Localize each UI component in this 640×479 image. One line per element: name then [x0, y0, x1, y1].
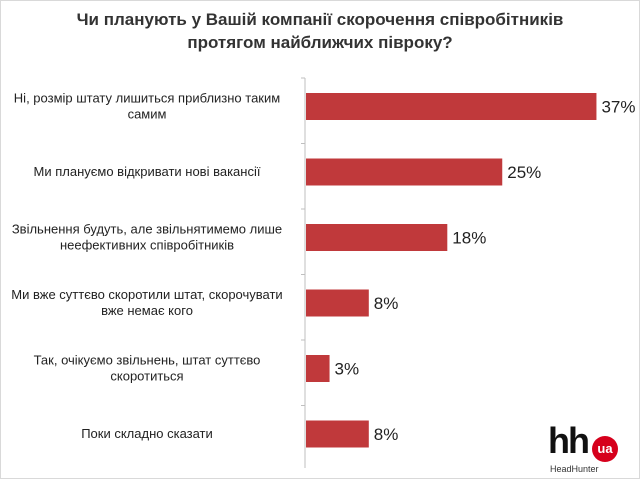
bar-3 [306, 289, 369, 317]
category-label-0: Ні, розмір штату лишиться приблизно таки… [14, 91, 280, 122]
category-label-line: самим [128, 107, 167, 122]
value-label-4: 3% [335, 360, 360, 379]
chart-title-line-2: протягом найближчих півроку? [187, 33, 453, 52]
category-label-2: Звільнення будуть, але звільнятимемо лиш… [12, 222, 282, 253]
category-label-4: Так, очікуємо звільнень, штат суттєво ско… [34, 353, 261, 384]
logo-subtitle: HeadHunter [550, 464, 599, 474]
category-label-5: Поки складно сказати [81, 426, 213, 441]
bar-5 [306, 420, 369, 448]
category-label-line: Так, очікуємо звільнень, штат суттєво [34, 353, 261, 368]
logo-hh-text: hh [548, 420, 590, 461]
category-label-line: вже немає кого [101, 303, 193, 318]
category-label-line: Ми вже суттєво скоротили штат, скорочува… [11, 287, 282, 302]
value-label-5: 8% [374, 425, 399, 444]
value-label-3: 8% [374, 294, 399, 313]
bar-1 [306, 158, 503, 186]
category-label-line: Ми плануємо відкривати нові вакансії [34, 164, 261, 179]
logo-ua-badge: ua [592, 436, 618, 462]
category-label-line: скоротиться [110, 369, 183, 384]
category-label-line: Ні, розмір штату лишиться приблизно таки… [14, 91, 280, 106]
headhunter-logo: hh ua HeadHunter [548, 420, 620, 476]
category-label-3: Ми вже суттєво скоротили штат, скорочува… [11, 287, 282, 318]
chart-title: Чи планують у Вашій компанії скорочення … [20, 8, 620, 54]
category-label-line: Поки складно сказати [81, 426, 213, 441]
category-label-1: Ми плануємо відкривати нові вакансії [34, 164, 261, 179]
chart-title-line-1: Чи планують у Вашій компанії скорочення … [76, 10, 564, 29]
bar-0 [306, 93, 597, 120]
bar-4 [306, 355, 330, 382]
value-label-2: 18% [452, 229, 486, 248]
value-label-1: 25% [507, 163, 541, 182]
bar-2 [306, 224, 448, 251]
category-label-line: неефективних співробітників [60, 238, 234, 253]
value-label-0: 37% [601, 98, 635, 117]
category-label-line: Звільнення будуть, але звільнятимемо лиш… [12, 222, 282, 237]
